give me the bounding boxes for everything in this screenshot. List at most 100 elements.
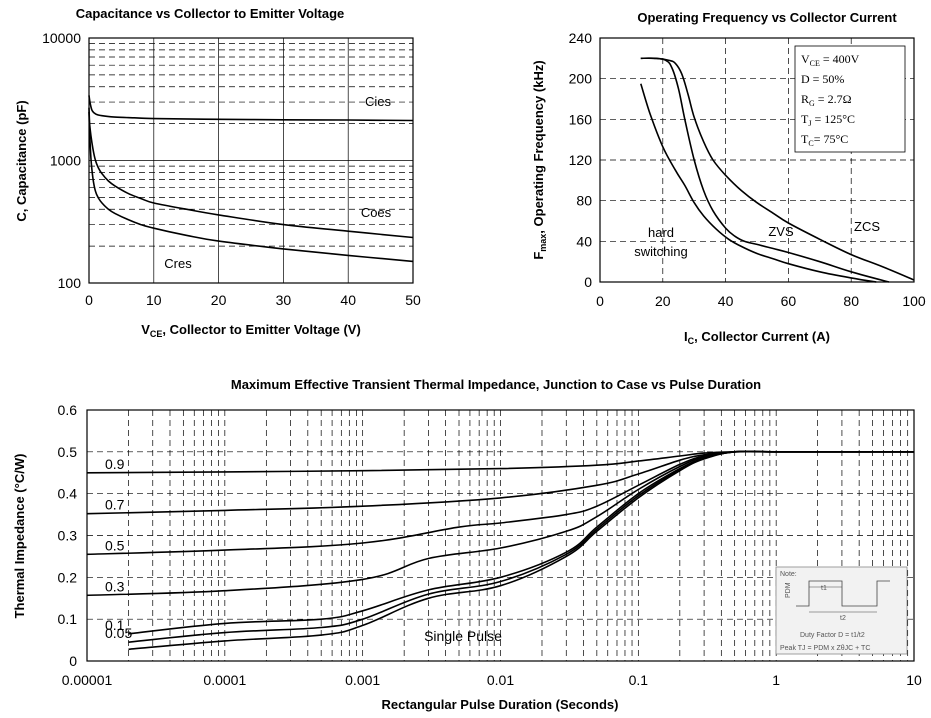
thermal-chart: Maximum Effective Transient Thermal Impe… — [12, 377, 922, 712]
cap-curve-coes — [88, 107, 414, 239]
zvs-label: ZVS — [768, 224, 794, 239]
thermal-curve-label: 0.7 — [105, 497, 125, 513]
capacitance-title: Capacitance vs Collector to Emitter Volt… — [76, 6, 345, 21]
cap-xtick-label: 10 — [146, 292, 162, 308]
legend-frame — [794, 45, 906, 153]
frequency-xlabel: IC, Collector Current (A) — [684, 329, 830, 346]
frequency-ticks: 0 20 40 60 80 100 0 40 80 120 160 200 240 — [569, 30, 926, 309]
capacitance-xlabel-main: V — [141, 322, 150, 337]
freq-ytick-label: 40 — [576, 233, 592, 249]
capacitance-plot-frame — [88, 37, 414, 284]
freq-xtick-label: 100 — [902, 293, 926, 309]
freq-curve-zvs — [640, 57, 890, 283]
legend-line-vce: VCE = 400V — [801, 52, 860, 68]
coes-label: Coes — [361, 205, 392, 220]
freq-xtick-label: 60 — [781, 293, 797, 309]
thermal-ylabel: Thermal Impedance (°C/W) — [12, 454, 27, 619]
freq-ytick-label: 0 — [584, 274, 592, 290]
thermal-xtick-label: 0.001 — [345, 672, 380, 688]
note-box — [775, 566, 908, 655]
cies-label: Cies — [365, 94, 392, 109]
capacitance-ylabel: C, Capacitance (pF) — [14, 100, 29, 221]
freq-xtick-label: 40 — [718, 293, 734, 309]
thermal-curve-label: 0.1 — [105, 617, 125, 633]
thermal-xtick-label: 0.00001 — [62, 672, 113, 688]
capacitance-xlabel-rest: , Collector to Emitter Voltage (V) — [162, 322, 360, 337]
note-duty: Duty Factor D = t1/t2 — [800, 632, 865, 639]
note-t2: t2 — [840, 615, 846, 622]
thermal-xtick-label: 0.0001 — [203, 672, 246, 688]
cap-xtick-label: 20 — [211, 292, 227, 308]
thermal-ytick-label: 0.2 — [58, 569, 78, 585]
note-title: Note: — [780, 571, 797, 578]
thermal-title: Maximum Effective Transient Thermal Impe… — [231, 377, 761, 392]
thermal-curve-label: 0.5 — [105, 537, 125, 553]
cres-label: Cres — [164, 256, 192, 271]
legend-line-tj: TJ = 125°C — [801, 112, 855, 128]
cap-xtick-label: 30 — [276, 292, 292, 308]
thermal-plot-frame — [86, 409, 915, 662]
cap-curve-cres — [88, 111, 414, 263]
cap-xtick-label: 0 — [85, 292, 93, 308]
thermal-curve-labels: 0.9 0.7 0.5 0.3 0.10.05 — [105, 456, 132, 641]
thermal-xlabel: Rectangular Pulse Duration (Seconds) — [382, 697, 619, 712]
thermal-ytick-label: 0.3 — [58, 528, 78, 544]
frequency-series — [640, 57, 915, 283]
freq-ytick-label: 240 — [569, 30, 593, 46]
thermal-curve-single-pulse — [128, 450, 915, 651]
thermal-xtick-label: 0.1 — [629, 672, 649, 688]
freq-curve-zcs — [640, 57, 915, 281]
cap-xtick-label: 40 — [340, 292, 356, 308]
capacitance-series — [88, 95, 414, 263]
thermal-ytick-label: 0.1 — [58, 611, 78, 627]
note-peak: Peak TJ = PDM x ZθJC + TC — [780, 645, 870, 652]
freq-curve-hard-switching — [640, 83, 877, 283]
freq-ytick-label: 120 — [569, 152, 593, 168]
capacitance-ticks: 0 10 20 30 40 50 100 1000 10000 — [42, 30, 421, 308]
zcs-label: ZCS — [854, 219, 880, 234]
pulse-waveform — [796, 580, 890, 607]
thermal-curve-label: 0.05 — [105, 625, 132, 641]
thermal-series — [86, 450, 915, 651]
hard-label: hard — [648, 225, 674, 240]
thermal-xtick-label: 10 — [906, 672, 922, 688]
note-t1: t1 — [821, 585, 827, 592]
frequency-chart: Operating Frequency vs Collector Current… — [531, 10, 926, 346]
cap-xtick-label: 50 — [405, 292, 421, 308]
freq-ytick-label: 200 — [569, 71, 593, 87]
capacitance-xlabel-sub: CE — [150, 329, 163, 339]
cap-ytick-label: 10000 — [42, 30, 81, 46]
cap-ytick-label: 1000 — [50, 153, 81, 169]
frequency-legend-box: VCE = 400V D = 50% RG = 2.7Ω TJ = 125°C … — [794, 45, 906, 153]
thermal-ytick-label: 0.4 — [58, 486, 78, 502]
cap-ytick-label: 100 — [58, 275, 82, 291]
switching-label: switching — [634, 244, 687, 259]
frequency-title: Operating Frequency vs Collector Current — [637, 10, 897, 25]
thermal-ticks: 0.00001 0.0001 0.001 0.01 0.1 1 1000.10.20.30.… — [58, 402, 922, 688]
thermal-curve-label: 0.9 — [105, 456, 125, 472]
single-pulse-label: Single Pulse — [424, 628, 502, 644]
freq-ytick-label: 80 — [576, 193, 592, 209]
duty-factor-note: Note: PDM t1 t2 Duty Factor D = t1/t2 Pe… — [775, 566, 908, 655]
note-pdm: PDM — [785, 582, 792, 598]
freq-ytick-label: 160 — [569, 111, 593, 127]
thermal-ytick-label: 0.6 — [58, 402, 78, 418]
thermal-ytick-label: 0.5 — [58, 444, 78, 460]
legend-line-tc: TC= 75°C — [801, 132, 848, 148]
capacitance-grid — [89, 38, 413, 283]
cap-curve-cies — [88, 95, 414, 122]
frequency-plot-frame — [599, 37, 915, 283]
thermal-xtick-label: 0.01 — [487, 672, 514, 688]
freq-xtick-label: 0 — [596, 293, 604, 309]
freq-xtick-label: 20 — [655, 293, 671, 309]
legend-line-duty: D = 50% — [801, 72, 844, 86]
thermal-curve-label: 0.3 — [105, 578, 125, 594]
frequency-ylabel: Fmax, Operating Frequency (kHz) — [531, 60, 548, 259]
thermal-xtick-label: 1 — [772, 672, 780, 688]
legend-line-rg: RG = 2.7Ω — [801, 92, 852, 108]
capacitance-xlabel: VCE, Collector to Emitter Voltage (V) — [141, 322, 361, 339]
freq-xtick-label: 80 — [843, 293, 859, 309]
capacitance-chart: Capacitance vs Collector to Emitter Volt… — [14, 6, 421, 339]
thermal-ytick-label: 0 — [69, 653, 77, 669]
